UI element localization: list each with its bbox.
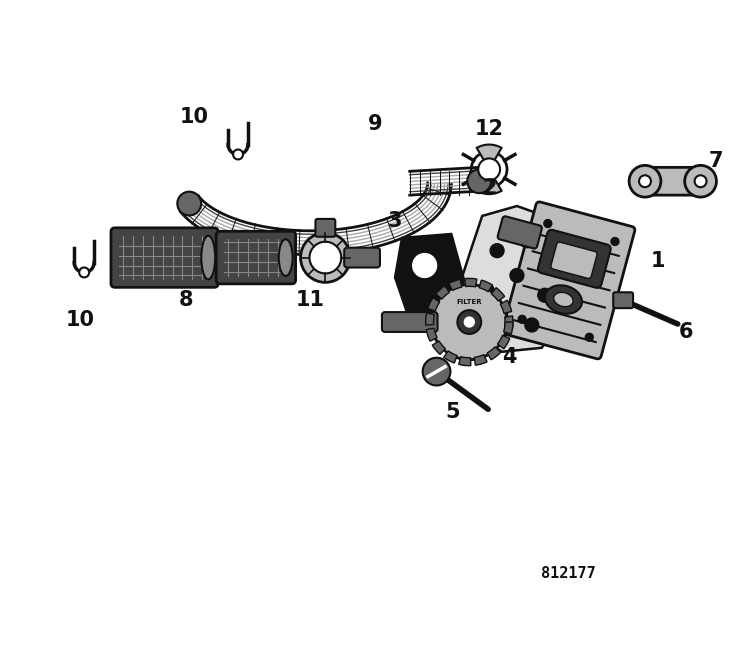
Wedge shape — [465, 278, 477, 287]
Circle shape — [177, 192, 201, 215]
FancyBboxPatch shape — [614, 292, 633, 308]
Circle shape — [301, 233, 350, 282]
Text: 6: 6 — [679, 322, 693, 342]
Circle shape — [431, 284, 507, 359]
Text: 8: 8 — [179, 290, 194, 310]
Text: 7: 7 — [708, 151, 723, 172]
Circle shape — [510, 268, 524, 282]
Text: 11: 11 — [296, 290, 325, 310]
Wedge shape — [474, 355, 487, 365]
Circle shape — [520, 234, 534, 248]
Text: 12: 12 — [475, 119, 504, 138]
Wedge shape — [425, 313, 434, 325]
Circle shape — [525, 318, 538, 332]
Wedge shape — [477, 144, 502, 170]
Wedge shape — [491, 288, 505, 301]
Wedge shape — [479, 280, 493, 292]
Text: 9: 9 — [368, 114, 382, 134]
Circle shape — [518, 315, 526, 323]
FancyBboxPatch shape — [316, 219, 335, 237]
Circle shape — [467, 170, 491, 193]
Circle shape — [685, 165, 716, 197]
Circle shape — [423, 358, 451, 385]
Wedge shape — [444, 351, 457, 363]
Circle shape — [478, 159, 500, 180]
Text: 1: 1 — [651, 250, 665, 270]
FancyBboxPatch shape — [550, 242, 597, 278]
FancyBboxPatch shape — [643, 167, 703, 195]
Circle shape — [490, 244, 504, 257]
Polygon shape — [394, 234, 464, 317]
Text: 2: 2 — [482, 178, 496, 198]
Wedge shape — [488, 347, 501, 360]
Wedge shape — [505, 316, 513, 328]
Circle shape — [480, 283, 494, 297]
Circle shape — [458, 310, 482, 334]
Text: 3: 3 — [388, 211, 402, 231]
Circle shape — [544, 220, 552, 228]
FancyBboxPatch shape — [503, 202, 634, 359]
Circle shape — [464, 317, 474, 327]
Circle shape — [413, 254, 436, 278]
Text: FILTER: FILTER — [457, 299, 482, 305]
Text: 812177: 812177 — [542, 566, 596, 580]
FancyBboxPatch shape — [344, 248, 380, 268]
Text: 10: 10 — [66, 310, 94, 330]
Text: 4: 4 — [502, 346, 516, 367]
Wedge shape — [427, 298, 439, 311]
Wedge shape — [448, 280, 462, 291]
FancyBboxPatch shape — [498, 216, 542, 248]
Circle shape — [694, 176, 706, 187]
Circle shape — [639, 176, 651, 187]
FancyBboxPatch shape — [111, 228, 218, 287]
Circle shape — [585, 333, 593, 341]
Wedge shape — [504, 322, 513, 334]
Circle shape — [540, 254, 554, 268]
Wedge shape — [436, 286, 449, 299]
FancyBboxPatch shape — [216, 231, 296, 284]
Circle shape — [310, 242, 341, 274]
Wedge shape — [497, 335, 510, 349]
Polygon shape — [459, 206, 572, 352]
Wedge shape — [459, 357, 471, 366]
Wedge shape — [477, 170, 502, 194]
Wedge shape — [426, 328, 437, 341]
FancyBboxPatch shape — [382, 312, 437, 332]
Circle shape — [629, 165, 661, 197]
Ellipse shape — [554, 292, 573, 307]
Circle shape — [611, 237, 619, 246]
Circle shape — [233, 150, 243, 159]
Circle shape — [538, 289, 552, 302]
Circle shape — [495, 313, 509, 327]
Ellipse shape — [201, 236, 215, 280]
Ellipse shape — [279, 239, 292, 276]
Text: 5: 5 — [445, 402, 460, 423]
Text: 10: 10 — [180, 107, 209, 127]
FancyBboxPatch shape — [538, 230, 610, 288]
Wedge shape — [432, 341, 445, 354]
Ellipse shape — [544, 285, 582, 314]
Wedge shape — [500, 300, 512, 313]
Circle shape — [80, 268, 89, 278]
